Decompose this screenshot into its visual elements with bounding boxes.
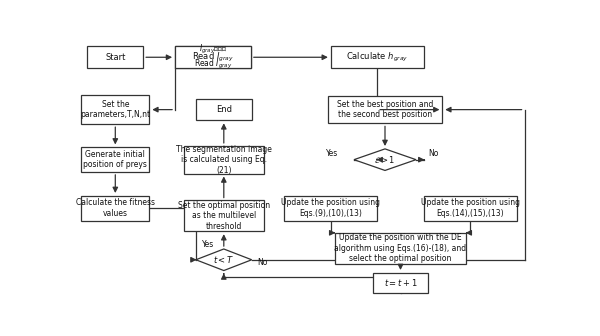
Text: Generate initial
position of preys: Generate initial position of preys	[83, 150, 147, 169]
FancyBboxPatch shape	[196, 99, 252, 120]
FancyBboxPatch shape	[81, 196, 149, 220]
Text: $\mathcal{E} > 1$: $\mathcal{E} > 1$	[374, 154, 396, 165]
Text: Set the optimal position
as the multilevel
threshold: Set the optimal position as the multilev…	[178, 201, 270, 231]
Text: $t < T$: $t < T$	[213, 254, 235, 265]
Text: The segmentation image
is calculated using Eq.
(21): The segmentation image is calculated usi…	[176, 145, 272, 175]
FancyBboxPatch shape	[81, 148, 149, 172]
Text: Yes: Yes	[202, 240, 214, 249]
Text: Calculate the fitness
values: Calculate the fitness values	[76, 199, 155, 218]
Polygon shape	[196, 249, 252, 270]
Text: End: End	[216, 105, 232, 114]
FancyBboxPatch shape	[424, 196, 517, 220]
Text: $I_{gray}$を読む
Read $I_{gray}$: $I_{gray}$を読む Read $I_{gray}$	[194, 43, 232, 71]
FancyBboxPatch shape	[373, 273, 428, 293]
FancyBboxPatch shape	[284, 196, 377, 220]
FancyBboxPatch shape	[335, 233, 466, 264]
Text: Calculate $h_{gray}$: Calculate $h_{gray}$	[346, 51, 409, 64]
Text: Yes: Yes	[326, 149, 338, 158]
Text: Update the position using
Eqs.(9),(10),(13): Update the position using Eqs.(9),(10),(…	[281, 199, 380, 218]
FancyBboxPatch shape	[331, 46, 424, 68]
Polygon shape	[354, 149, 416, 170]
Text: No: No	[257, 258, 268, 267]
FancyBboxPatch shape	[175, 46, 251, 68]
FancyBboxPatch shape	[184, 146, 264, 173]
Text: Set the best position and
the second best position: Set the best position and the second bes…	[337, 100, 433, 119]
FancyBboxPatch shape	[328, 96, 442, 124]
Text: Set the
parameters,T,N,nt: Set the parameters,T,N,nt	[80, 100, 151, 119]
FancyBboxPatch shape	[88, 46, 143, 68]
Text: No: No	[428, 149, 438, 158]
Text: Read $I_{gray}$: Read $I_{gray}$	[192, 51, 234, 64]
FancyBboxPatch shape	[175, 46, 251, 68]
Text: $t = t + 1$: $t = t + 1$	[383, 278, 418, 288]
Text: Start: Start	[105, 53, 125, 62]
Text: Update the position with the DE
algorithm using Eqs.(16)-(18), and
select the op: Update the position with the DE algorith…	[334, 233, 467, 263]
Text: Update the position using
Eqs.(14),(15),(13): Update the position using Eqs.(14),(15),…	[421, 199, 520, 218]
FancyBboxPatch shape	[81, 95, 149, 124]
FancyBboxPatch shape	[184, 201, 264, 231]
